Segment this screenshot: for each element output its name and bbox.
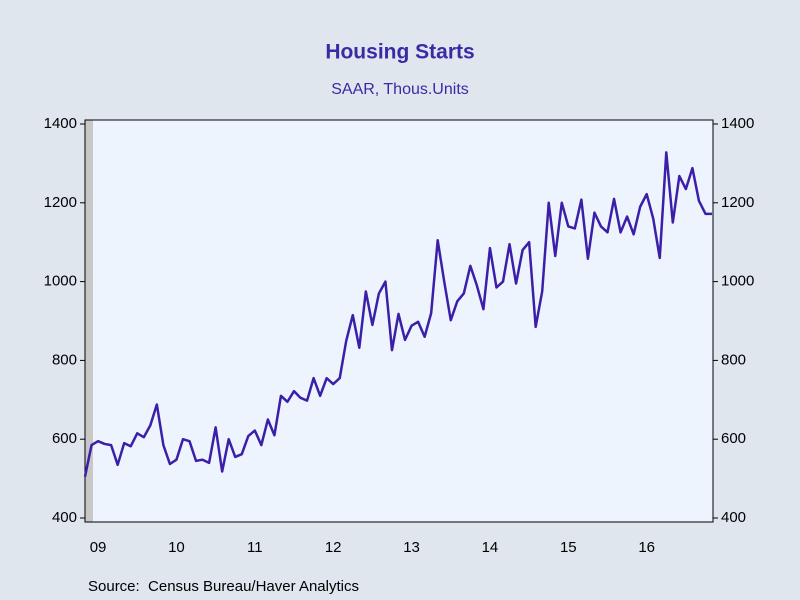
chart-subtitle: SAAR, Thous.Units: [331, 81, 469, 98]
x-tick-label: 09: [90, 539, 107, 556]
plot-frame: [84, 119, 714, 523]
y2-tick-label: 1000: [721, 273, 754, 290]
y2-tick-label: 800: [721, 351, 746, 368]
x-tick-label: 10: [168, 539, 185, 556]
y-tick-label: 1000: [44, 273, 77, 290]
y2-tick-label: 1400: [721, 115, 754, 132]
y2-tick-label: 1200: [721, 194, 754, 211]
y-tick-label: 800: [52, 351, 77, 368]
y-tick-label: 1200: [44, 194, 77, 211]
y-tick-label: 1400: [44, 115, 77, 132]
x-tick-label: 15: [560, 539, 577, 556]
y2-tick-label: 400: [721, 509, 746, 526]
x-tick-label: 13: [403, 539, 420, 556]
x-tick-label: 12: [325, 539, 342, 556]
source-note: Source: Census Bureau/Haver Analytics: [88, 578, 359, 595]
chart-title: Housing Starts: [325, 41, 474, 64]
y2-tick-label: 600: [721, 430, 746, 447]
y-tick-label: 600: [52, 430, 77, 447]
recession-shading: [85, 120, 93, 522]
data-line: [83, 151, 712, 477]
x-tick-label: 11: [247, 539, 263, 556]
x-tick-label: 16: [638, 539, 655, 556]
x-tick-label: 14: [482, 539, 499, 556]
y-tick-label: 400: [52, 509, 77, 526]
